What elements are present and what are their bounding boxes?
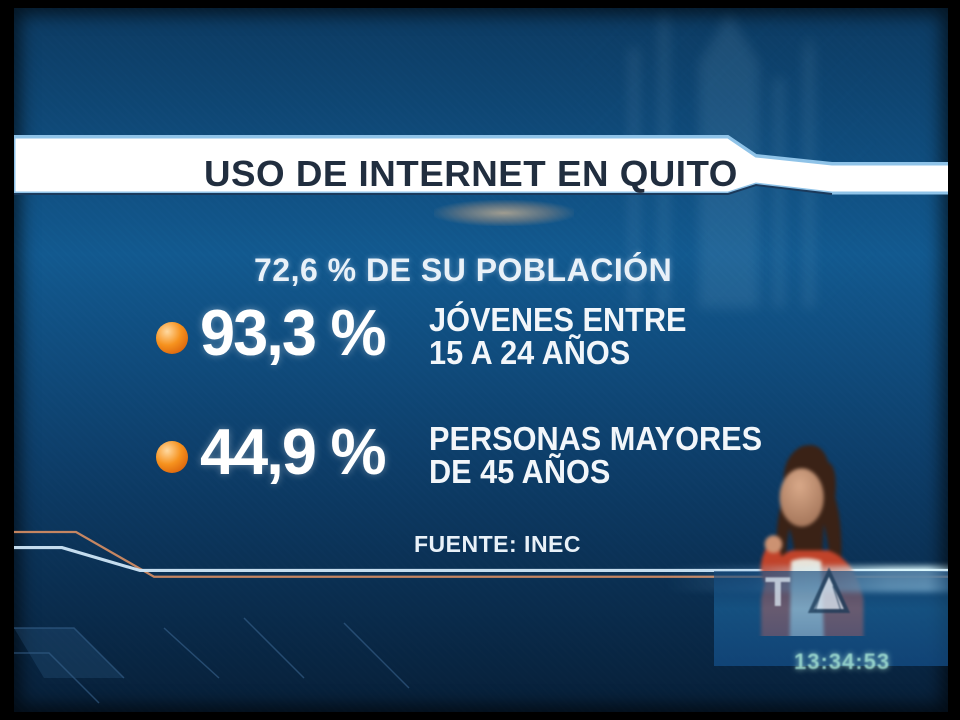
svg-text:T: T: [765, 568, 791, 615]
